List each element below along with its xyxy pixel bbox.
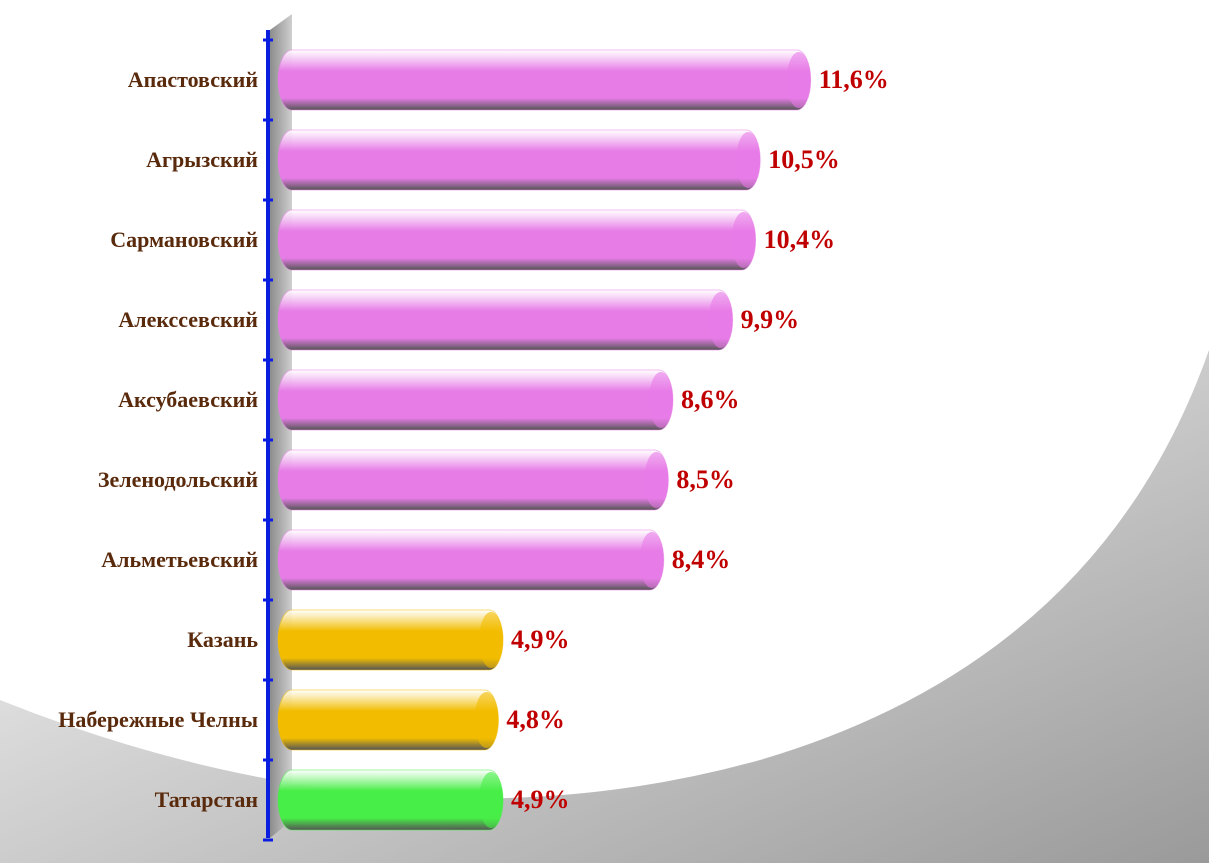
bar-cap	[786, 52, 811, 108]
value-label: 10,4%	[764, 225, 836, 254]
bar-cap	[479, 772, 504, 828]
value-label: 4,8%	[506, 705, 565, 734]
bar-cap	[648, 372, 673, 428]
bar	[277, 49, 812, 111]
bar	[277, 289, 734, 351]
value-label: 4,9%	[511, 625, 570, 654]
value-label: 11,6%	[819, 65, 889, 94]
value-label: 8,5%	[676, 465, 735, 494]
category-label: Казань	[187, 627, 258, 652]
bar	[277, 209, 757, 271]
category-label: Альметьевский	[101, 547, 258, 572]
value-label: 4,9%	[511, 785, 570, 814]
background-swoosh	[0, 350, 1209, 863]
bar	[277, 449, 669, 511]
bar	[277, 529, 665, 591]
bar	[277, 609, 504, 671]
bar-cap	[708, 292, 733, 348]
bar-cap	[644, 452, 669, 508]
bar-cap	[639, 532, 664, 588]
category-label: Татарстан	[154, 787, 258, 812]
category-label: Зеленодольский	[97, 467, 258, 492]
bar-cap	[731, 212, 756, 268]
bar-cap	[474, 692, 499, 748]
category-label: Агрызский	[146, 147, 258, 172]
value-label: 8,4%	[672, 545, 731, 574]
category-label: Апастовский	[127, 67, 258, 92]
category-label: Аксубаевский	[118, 387, 258, 412]
bar-cap	[479, 612, 504, 668]
value-label: 9,9%	[741, 305, 800, 334]
category-label: Алекссевский	[118, 307, 258, 332]
bar	[277, 129, 761, 191]
value-label: 8,6%	[681, 385, 740, 414]
bar-cap	[736, 132, 761, 188]
value-label: 10,5%	[768, 145, 840, 174]
bar	[277, 689, 499, 751]
category-label: Набережные Челны	[58, 707, 258, 732]
bar	[277, 769, 504, 831]
bar	[277, 369, 674, 431]
category-label: Сармановский	[110, 227, 258, 252]
